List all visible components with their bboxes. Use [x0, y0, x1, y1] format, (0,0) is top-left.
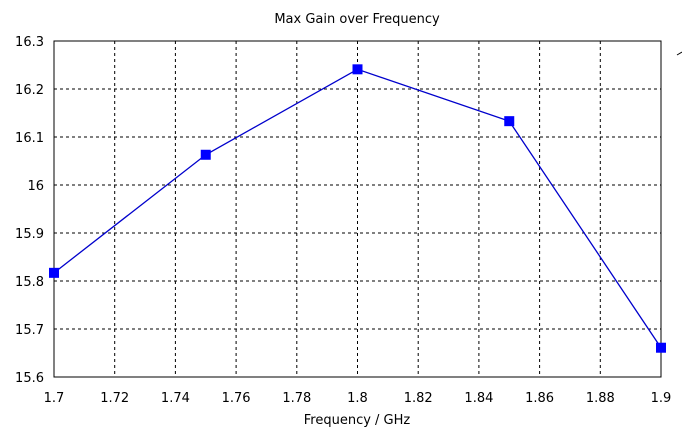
x-tick-label: 1.78: [282, 391, 311, 406]
data-point-marker: [656, 342, 666, 353]
y-tick-label: 15.7: [15, 323, 44, 338]
x-tick-label: 1.76: [222, 391, 251, 406]
x-axis-ticks: 1.7 1.72 1.74 1.76 1.78 1.8 1.82 1.84 1.86 1.88 1.…: [44, 391, 672, 406]
y-tick-label: 15.6: [15, 371, 44, 386]
edge-mark: [676, 51, 682, 56]
x-tick-label: 1.9: [651, 391, 672, 406]
chart-title: Max Gain over Frequency: [274, 12, 440, 27]
grid: [54, 41, 661, 377]
x-tick-label: 1.84: [464, 391, 493, 406]
y-axis-ticks: 15.6 15.7 15.8 15.9 16 16.1 16.2 16.3: [15, 35, 44, 386]
x-tick-label: 1.82: [404, 391, 433, 406]
y-tick-label: 15.8: [15, 275, 44, 290]
y-tick-label: 16.1: [15, 131, 44, 146]
x-axis-label: Frequency / GHz: [304, 413, 411, 428]
data-point-marker: [49, 267, 59, 278]
x-tick-label: 1.72: [100, 391, 129, 406]
y-tick-label: 16.3: [15, 35, 44, 50]
y-tick-label: 16: [27, 179, 44, 194]
data-point-marker: [504, 116, 515, 127]
y-tick-label: 16.2: [15, 83, 44, 98]
x-tick-label: 1.88: [586, 391, 615, 406]
x-tick-label: 1.8: [347, 391, 368, 406]
x-tick-label: 1.7: [44, 391, 65, 406]
plot-frame: [53, 40, 662, 378]
x-tick-label: 1.86: [525, 391, 554, 406]
series-layer: [49, 64, 666, 353]
data-point-marker: [352, 64, 363, 75]
data-point-marker: [200, 149, 211, 160]
x-tick-label: 1.74: [161, 391, 190, 406]
y-tick-label: 15.9: [15, 227, 44, 242]
